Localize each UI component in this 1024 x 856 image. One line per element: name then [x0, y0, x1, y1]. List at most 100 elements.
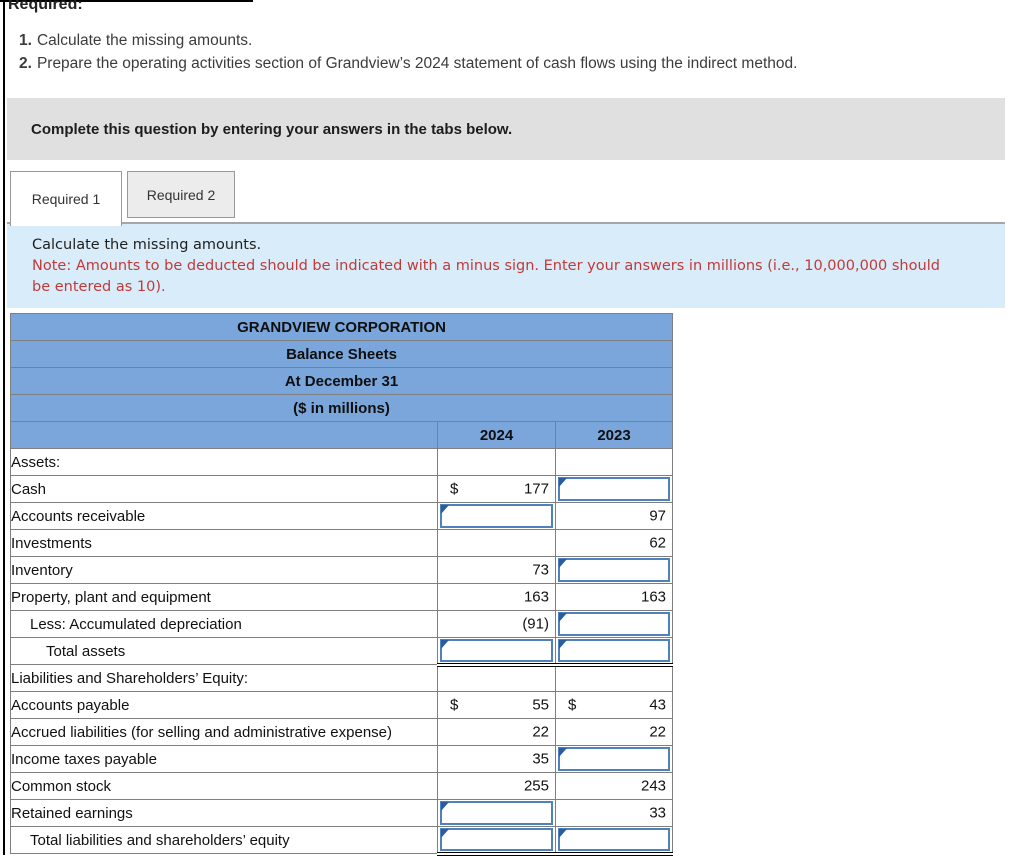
requirement-item-2: 2. Prepare the operating activities secti… — [19, 53, 797, 76]
cell-value: 255 — [523, 777, 549, 795]
dollar-sign: $ — [568, 696, 577, 714]
cell-value: 22 — [532, 723, 549, 741]
answer-input[interactable] — [442, 830, 551, 849]
cell-value: 163 — [523, 588, 549, 606]
column-header-2023: 2023 — [554, 421, 674, 449]
answer-input[interactable] — [560, 479, 669, 499]
answer-input-box[interactable] — [558, 639, 671, 661]
row-label: Inventory — [10, 556, 438, 584]
table-row: Assets: — [10, 448, 674, 476]
answer-input-box[interactable] — [558, 747, 671, 771]
answer-input-box[interactable] — [558, 558, 671, 582]
amount-cell-2023 — [554, 448, 674, 476]
cell-value: 22 — [649, 723, 667, 741]
amount-cell-2023 — [554, 610, 674, 638]
amount-cell-2024 — [437, 664, 556, 692]
cell-value: 243 — [641, 777, 667, 795]
amount-cell-2023: $43 — [554, 691, 674, 719]
answer-input[interactable] — [560, 560, 669, 580]
column-header-2024: 2024 — [437, 421, 556, 449]
answer-input-box[interactable] — [440, 504, 553, 528]
answer-input-box[interactable] — [440, 828, 553, 850]
amount-cell-2024: 35 — [437, 745, 556, 773]
cell-value: 35 — [532, 750, 549, 768]
statement-title: Balance Sheets — [9, 340, 674, 368]
row-label: Accounts payable — [10, 691, 438, 719]
tab-required-1[interactable]: Required 1 — [10, 171, 122, 226]
required-heading: Required: — [8, 0, 83, 13]
answer-input-box[interactable] — [440, 801, 553, 825]
dollar-sign: $ — [450, 696, 459, 714]
requirement-number: 2. — [19, 54, 32, 72]
instructions-panel: Calculate the missing amounts. Note: Amo… — [7, 224, 1005, 308]
company-title: GRANDVIEW CORPORATION — [9, 313, 674, 341]
row-label: Assets: — [10, 448, 438, 476]
row-label: Accounts receivable — [10, 502, 438, 530]
row-label: Cash — [10, 475, 438, 503]
table-row: Less: Accumulated depreciation (91) — [10, 610, 674, 638]
table-title-row: ($ in millions) — [9, 394, 674, 422]
answer-input[interactable] — [560, 614, 669, 634]
instructions-line: Calculate the missing amounts. — [32, 237, 262, 253]
amount-cell-2023: 62 — [554, 529, 674, 557]
year-header-row: 2024 2023 — [10, 421, 674, 449]
table-row: Retained earnings 33 — [10, 799, 674, 827]
answer-input-box[interactable] — [558, 612, 671, 636]
table-row: Income taxes payable 35 — [10, 745, 674, 773]
answer-input[interactable] — [560, 641, 669, 660]
table-title-row: Balance Sheets — [9, 340, 674, 368]
table-row: Accounts receivable 97 — [10, 502, 674, 530]
units-label: ($ in millions) — [9, 394, 674, 422]
amount-cell-2023 — [554, 637, 674, 667]
amount-cell-2023 — [554, 475, 674, 503]
requirement-text: Calculate the missing amounts. — [36, 32, 253, 49]
complete-question-banner: Complete this question by entering your … — [7, 98, 1005, 160]
statement-date: At December 31 — [9, 367, 674, 395]
tab-required-2[interactable]: Required 2 — [127, 171, 235, 218]
amount-cell-2023 — [554, 826, 674, 856]
instructions-note-line-2: be entered as 10). — [32, 279, 166, 295]
cell-value: 33 — [649, 804, 667, 822]
amount-cell-2024 — [437, 448, 556, 476]
amount-cell-2024: 255 — [437, 772, 556, 800]
cell-value: 163 — [641, 588, 667, 606]
cell-value: 73 — [532, 561, 549, 579]
answer-input[interactable] — [442, 506, 551, 526]
amount-cell-2024: 73 — [437, 556, 556, 584]
answer-input-box[interactable] — [558, 477, 671, 501]
amount-cell-2024 — [437, 637, 556, 667]
table-row: Inventory 73 — [10, 556, 674, 584]
row-label: Common stock — [10, 772, 438, 800]
cell-value: 43 — [649, 696, 667, 714]
cell-value: 177 — [523, 480, 549, 498]
answer-input[interactable] — [560, 830, 669, 849]
answer-input[interactable] — [442, 803, 551, 823]
amount-cell-2024: 163 — [437, 583, 556, 611]
table-title-row: GRANDVIEW CORPORATION — [9, 313, 674, 341]
answer-input[interactable] — [442, 641, 551, 660]
amount-cell-2023 — [554, 745, 674, 773]
table-row: Common stock 255 243 — [10, 772, 674, 800]
amount-cell-2024: (91) — [437, 610, 556, 638]
row-label: Total assets — [10, 637, 438, 665]
amount-cell-2024: $177 — [437, 475, 556, 503]
dollar-sign: $ — [450, 480, 459, 498]
answer-input-box[interactable] — [558, 828, 671, 850]
row-label: Accrued liabilities (for selling and adm… — [10, 718, 438, 746]
requirement-text: Prepare the operating activities section… — [36, 54, 798, 72]
table-row: Accrued liabilities (for selling and adm… — [10, 718, 674, 746]
row-label: Liabilities and Shareholders’ Equity: — [10, 664, 438, 692]
answer-input-box[interactable] — [440, 639, 553, 661]
table-row: Total assets — [10, 637, 674, 667]
row-label: Investments — [10, 529, 438, 557]
row-label: Total liabilities and shareholders’ equi… — [10, 826, 438, 854]
answer-input[interactable] — [560, 749, 669, 769]
amount-cell-2023 — [554, 556, 674, 584]
table-row: Cash $177 — [10, 475, 674, 503]
amount-cell-2024 — [437, 799, 556, 827]
amount-cell-2024 — [437, 529, 556, 557]
amount-cell-2023: 97 — [554, 502, 674, 530]
table-title-row: At December 31 — [9, 367, 674, 395]
year-header-spacer — [10, 421, 438, 449]
row-label: Less: Accumulated depreciation — [10, 610, 438, 638]
